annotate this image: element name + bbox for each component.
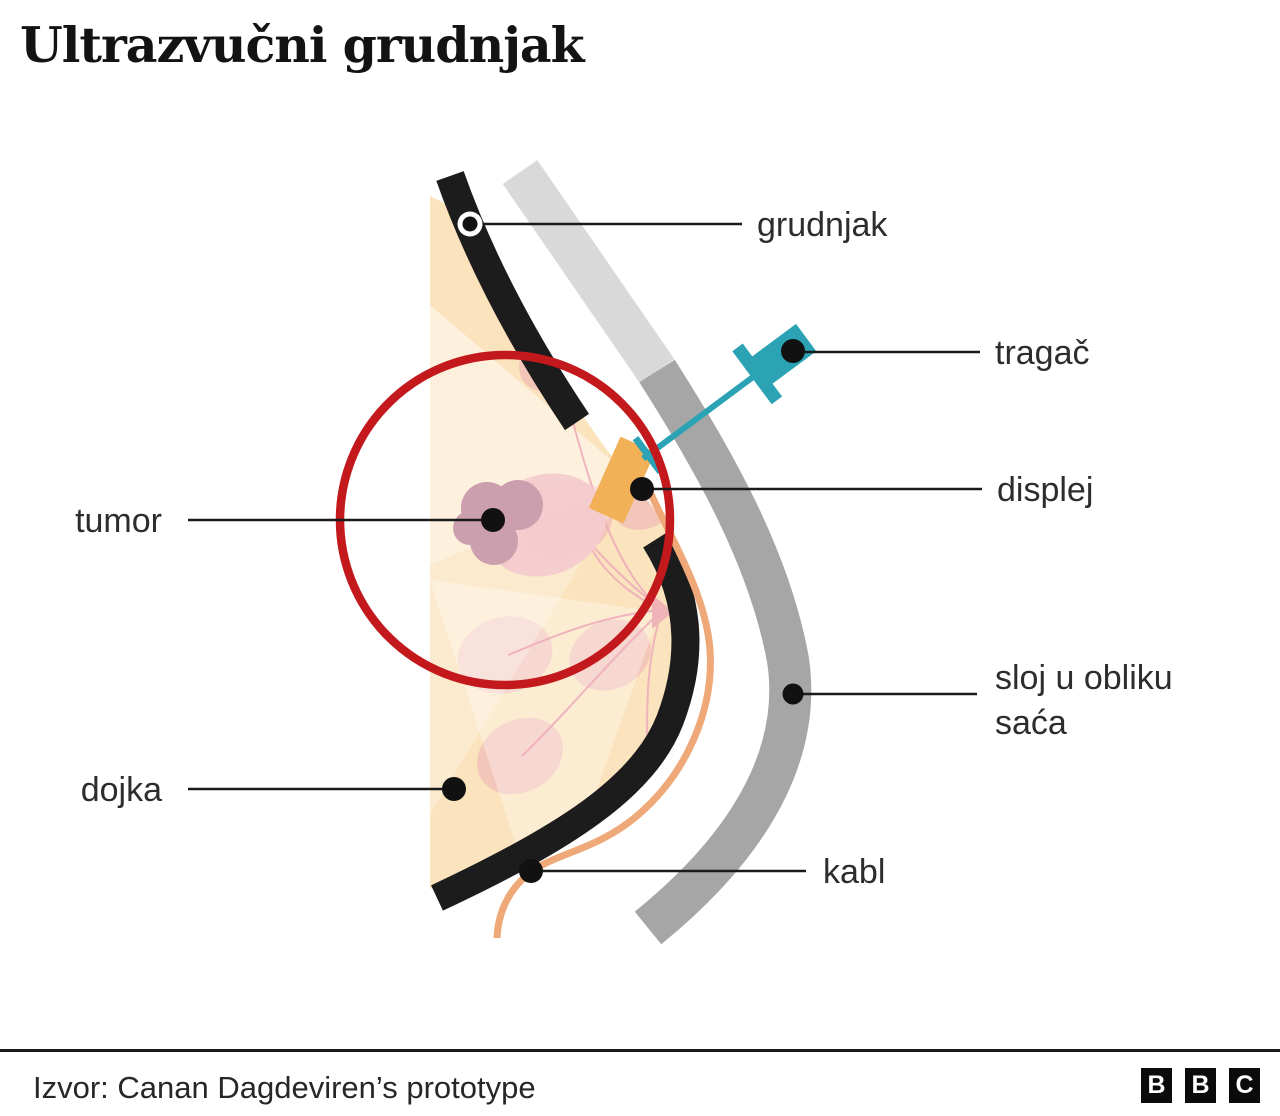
nipple — [652, 594, 673, 629]
bra-band-lower — [431, 532, 700, 911]
label-breast: dojka — [81, 771, 162, 809]
callout-dot-breast — [442, 777, 466, 801]
page-title: Ultrazvučni grudnjak — [20, 16, 585, 74]
bra-marker-ring — [457, 211, 483, 237]
callout-dot-tracker — [781, 339, 805, 363]
bbc-logo-letter: B — [1185, 1068, 1216, 1103]
honeycomb-layer-lower — [634, 359, 812, 945]
label-tumor: tumor — [75, 502, 162, 540]
bbc-logo-letter: B — [1141, 1068, 1172, 1103]
footer-divider — [0, 1049, 1280, 1052]
bbc-logo-letter: C — [1229, 1068, 1260, 1103]
bbc-logo: B B C — [1141, 1068, 1260, 1103]
label-display: displej — [997, 471, 1093, 509]
callout-dot-cable — [519, 859, 543, 883]
label-tracker: tragač — [995, 334, 1090, 372]
source-credit: Izvor: Canan Dagdeviren’s prototype — [33, 1070, 536, 1105]
display-device — [588, 436, 656, 524]
bra-band-upper — [436, 171, 590, 431]
label-cable: kabl — [823, 853, 885, 891]
callout-lines — [188, 222, 982, 873]
honeycomb-layer-upper — [502, 160, 675, 383]
callout-dot-tumor — [481, 508, 505, 532]
label-bra: grudnjak — [757, 206, 888, 244]
callout-dot-honeycomb — [782, 683, 804, 705]
label-honeycomb-line1: sloj u obliku — [995, 659, 1173, 697]
callout-dots — [442, 211, 805, 883]
label-honeycomb-line2: saća — [995, 704, 1067, 742]
callout-dot-display — [630, 477, 654, 501]
